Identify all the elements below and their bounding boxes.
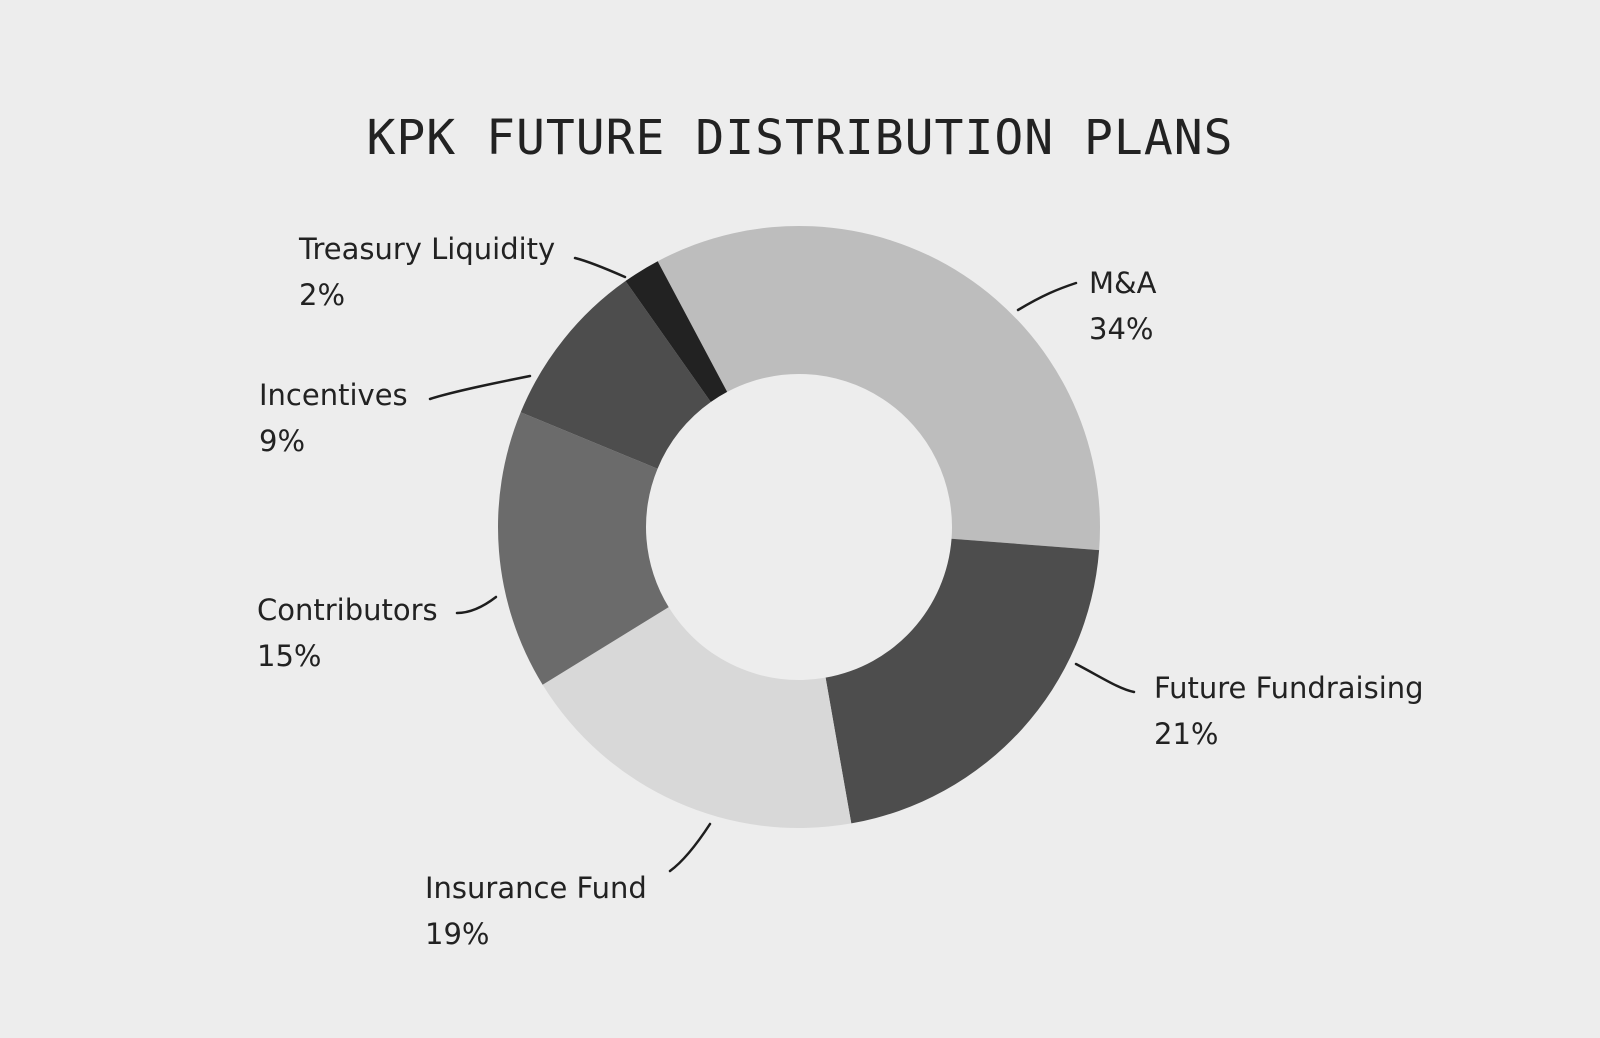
slice-label-incentives: Incentives [259,378,408,412]
slice-value-manda: 34% [1089,312,1153,346]
leader-lines [428,256,1136,873]
slice-value-contributors: 15% [257,639,321,673]
leader-line-manda [1016,281,1078,312]
leader-line-insurance-fund [668,822,712,873]
slice-label-contributors: Contributors [257,593,438,627]
chart-title: KPK FUTURE DISTRIBUTION PLANS [366,110,1233,166]
slice-value-future-fundraising: 21% [1154,717,1218,751]
slice-labels: M&A 34% Future Fundraising 21% Insurance Fun… [257,232,1424,951]
slice-insurance-fund [542,607,852,828]
leader-line-future-fundraising [1074,662,1136,694]
slice-treasury-liquidity [625,261,728,402]
slice-value-insurance-fund: 19% [425,917,489,951]
slices-layer [498,226,1100,828]
leader-line-treasury-liquidity [573,256,627,279]
leader-line-contributors [455,595,498,615]
slice-label-treasury-liquidity: Treasury Liquidity [298,232,555,266]
slice-incentives [520,281,711,469]
slice-label-manda: M&A [1089,266,1157,300]
slice-contributors [498,412,669,685]
slice-label-insurance-fund: Insurance Fund [425,871,647,905]
slice-value-treasury-liquidity: 2% [299,278,345,312]
slice-value-incentives: 9% [259,424,305,458]
slice-manda [657,226,1100,551]
slice-future-fundraising [825,538,1100,824]
slice-label-future-fundraising: Future Fundraising [1154,671,1424,705]
leader-line-incentives [428,374,532,401]
